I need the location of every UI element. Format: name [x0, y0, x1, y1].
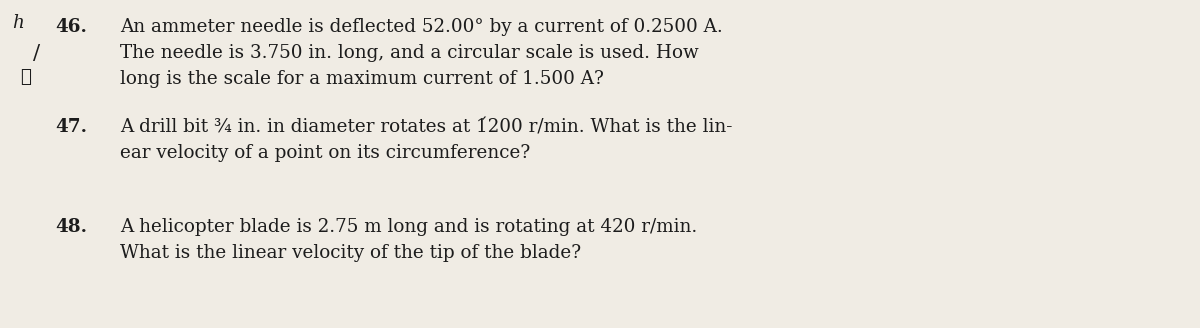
Text: An ammeter needle is deflected 52.00° by a current of 0.2500 A.: An ammeter needle is deflected 52.00° by…: [120, 18, 722, 36]
Text: A helicopter blade is 2.75 m long and is rotating at 420 r/min.: A helicopter blade is 2.75 m long and is…: [120, 218, 697, 236]
Text: ✓: ✓: [20, 68, 31, 86]
Text: ear velocity of a point on its circumference?: ear velocity of a point on its circumfer…: [120, 144, 530, 162]
Text: h: h: [12, 14, 24, 32]
Text: long is the scale for a maximum current of 1.500 A?: long is the scale for a maximum current …: [120, 70, 604, 88]
Text: 46.: 46.: [55, 18, 86, 36]
Text: The needle is 3.750 in. long, and a circular scale is used. How: The needle is 3.750 in. long, and a circ…: [120, 44, 698, 62]
Text: 47.: 47.: [55, 118, 88, 136]
Text: /: /: [34, 44, 40, 63]
Text: A drill bit ¾ in. in diameter rotates at 1́200 r/min. What is the lin-: A drill bit ¾ in. in diameter rotates at…: [120, 118, 732, 136]
Text: 48.: 48.: [55, 218, 88, 236]
Text: What is the linear velocity of the tip of the blade?: What is the linear velocity of the tip o…: [120, 244, 581, 262]
